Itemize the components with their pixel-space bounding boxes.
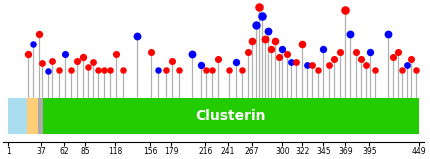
Point [85, 66, 92, 68]
Point [258, 14, 265, 17]
Point [245, 50, 252, 53]
Point [399, 68, 406, 71]
Point [412, 68, 419, 71]
Point [408, 58, 415, 61]
Point [384, 32, 391, 35]
Point [261, 38, 268, 40]
Point [133, 35, 140, 38]
Point [188, 53, 195, 55]
Point [299, 43, 306, 45]
Point [362, 63, 369, 66]
Point [154, 68, 161, 71]
Point [292, 61, 299, 63]
Point [107, 68, 114, 71]
Point [39, 62, 46, 65]
Point [163, 68, 169, 71]
Point [30, 43, 37, 45]
Point [326, 63, 332, 66]
Point [61, 53, 68, 55]
Point [314, 68, 321, 71]
Point [275, 55, 282, 58]
Point [169, 59, 176, 62]
Point [232, 61, 239, 63]
Point [95, 68, 101, 71]
Point [148, 50, 155, 53]
Bar [8, 98, 27, 134]
Point [101, 68, 108, 71]
Point [352, 50, 359, 53]
Point [67, 68, 74, 71]
Point [342, 9, 349, 12]
Point [304, 63, 310, 66]
Point [283, 53, 290, 55]
Point [44, 70, 51, 72]
Point [367, 50, 374, 53]
Point [49, 59, 56, 62]
Point [265, 30, 272, 32]
Point [271, 40, 278, 43]
Point [347, 32, 353, 35]
Point [256, 5, 263, 8]
Point [394, 50, 401, 53]
Point [239, 68, 246, 71]
Point [80, 55, 87, 58]
Point [74, 59, 80, 62]
Point [320, 48, 327, 50]
Point [89, 61, 96, 63]
Point [337, 50, 344, 53]
Point [249, 40, 255, 43]
Point [203, 68, 210, 71]
Point [252, 23, 259, 26]
Point [113, 53, 120, 55]
Bar [27, 98, 37, 134]
Point [288, 61, 295, 63]
Point [309, 63, 316, 66]
Point [372, 68, 378, 71]
Point [35, 32, 42, 35]
Point [358, 58, 365, 61]
Point [175, 68, 182, 71]
Point [24, 53, 31, 55]
Point [331, 58, 338, 61]
Point [55, 68, 62, 71]
Point [390, 55, 396, 58]
Bar [43, 98, 419, 134]
Point [226, 68, 233, 71]
Point [268, 48, 275, 50]
Point [215, 58, 221, 61]
Text: Clusterin: Clusterin [196, 109, 266, 123]
Point [208, 68, 215, 71]
Point [120, 68, 126, 71]
Point [197, 63, 204, 66]
Point [279, 48, 286, 50]
Bar [37, 98, 43, 134]
Point [403, 63, 410, 66]
